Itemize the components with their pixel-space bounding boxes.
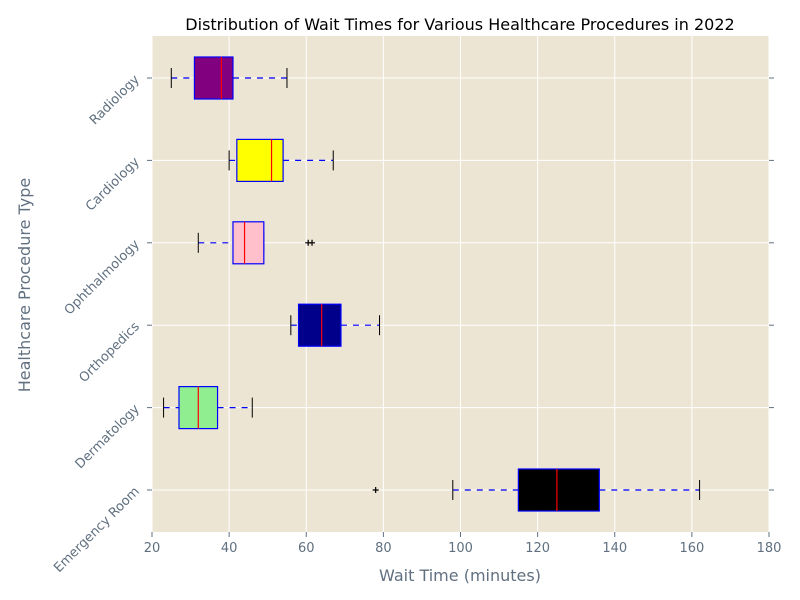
iqr-box (193, 56, 234, 100)
box-cardiology (228, 138, 334, 182)
y-tick-label: Ophthalmology (62, 237, 143, 318)
x-tick-label: 60 (298, 541, 315, 556)
y-tick-label: Cardiology (83, 154, 143, 214)
x-tick-label: 100 (448, 541, 473, 556)
x-tick-label: 80 (375, 541, 392, 556)
y-tick-label: Orthopedics (76, 319, 143, 386)
y-tick-label: Dermatology (73, 402, 143, 472)
box-ophthalmology (197, 221, 316, 265)
plot-area: 20 40 60 80 100 120 140 160 180 Emergency Room Der… (51, 36, 781, 576)
x-tick-label: 20 (144, 541, 161, 556)
y-tick-label: Emergency Room (51, 484, 143, 576)
x-tick-label: 180 (757, 541, 782, 556)
y-axis-label: Healthcare Procedure Type (15, 178, 34, 393)
x-tick-label: 140 (602, 541, 627, 556)
y-tick-label: Radiology (87, 72, 143, 128)
box-radiology (170, 56, 288, 100)
x-axis-label: Wait Time (minutes) (379, 566, 541, 585)
outlier-point (309, 239, 316, 246)
outlier-point (372, 487, 379, 493)
iqr-box (517, 468, 600, 512)
box-orthopedics (290, 303, 381, 347)
iqr-box (232, 221, 265, 265)
iqr-box (297, 303, 342, 347)
x-tick-label: 120 (525, 541, 550, 556)
iqr-box (236, 138, 284, 182)
x-tick-label: 40 (221, 541, 238, 556)
x-tick-label: 160 (679, 541, 704, 556)
chart-title: Distribution of Wait Times for Various H… (185, 15, 734, 34)
box-dermatology (163, 386, 253, 430)
box-emergency-room (372, 468, 701, 512)
